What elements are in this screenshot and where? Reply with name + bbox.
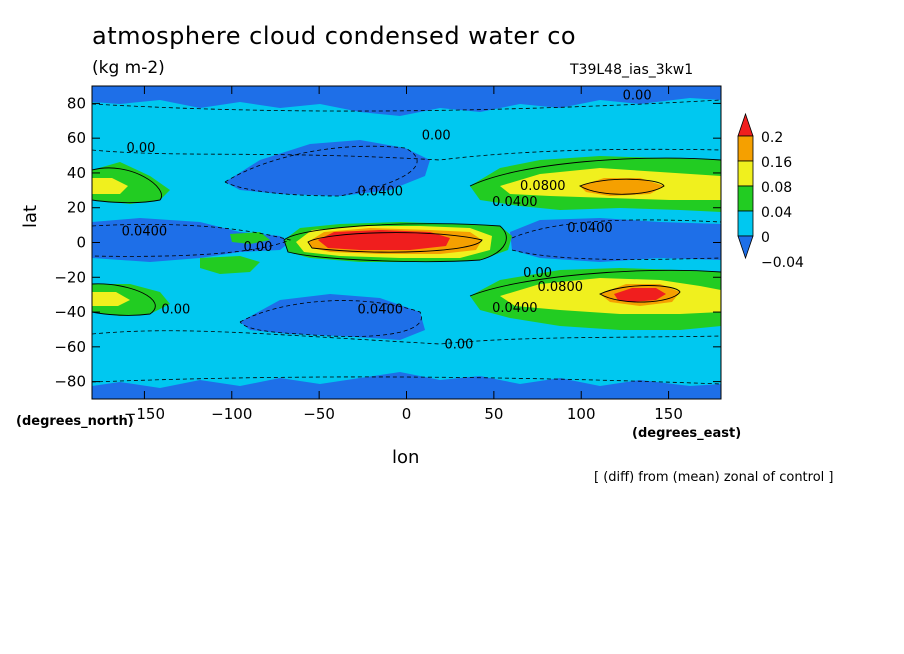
contour-label: 0.0400 (358, 303, 404, 318)
y-axis-unit-label: (degrees_north) (16, 414, 134, 429)
x-tick-label: −100 (211, 405, 252, 423)
y-axis-label: lat (20, 204, 41, 228)
x-axis-label: lon (392, 447, 420, 468)
contour-region-central-red (318, 230, 450, 250)
contour-label: 0.0400 (358, 184, 404, 199)
contour-label: 0.0800 (520, 179, 566, 194)
y-tick-label: 80 (67, 94, 86, 112)
colorbar-label: −0.04 (761, 255, 804, 271)
contour-region-ne-yellow (500, 168, 721, 200)
x-tick-label: 100 (567, 405, 596, 423)
contour-region-south-polar (92, 372, 721, 399)
colorbar-cell (737, 135, 754, 162)
contour-region-west-south-green (92, 284, 170, 316)
contour-region-west-south-yellow (92, 292, 130, 306)
chart-units: (kg m-2) (92, 58, 165, 78)
contour-label: 0.00 (161, 303, 190, 318)
contour-region-central-green (284, 222, 512, 262)
colorbar: 0.2 0.16 0.08 0.04 0 −0.04 (737, 112, 804, 271)
contour-region-patch-1 (200, 256, 260, 274)
field-background (92, 86, 721, 399)
contour-lines-positive (92, 157, 721, 316)
contour-label: 0.00 (422, 129, 451, 144)
contour-label: 0.00 (444, 337, 473, 352)
x-axis-unit-label: (degrees_east) (632, 426, 742, 441)
contour-label: 0.0800 (538, 280, 584, 295)
contour-field (92, 86, 721, 399)
contour-region-ne-orange (580, 178, 664, 196)
colorbar-cell-bottom (737, 235, 754, 260)
contour-region-patch-2 (230, 232, 270, 244)
x-tick-label: 0 (402, 405, 412, 423)
contour-lines-negative (92, 99, 721, 385)
colorbar-label: 0.16 (761, 155, 792, 171)
contour-label: 0.00 (126, 141, 155, 156)
contour-region-se-orange (600, 284, 680, 306)
contour-region-equatorial-west (92, 218, 290, 262)
x-axis-ticks: −150 −100 −50 0 50 100 150 (124, 86, 683, 423)
contour-region-south-subtropics (240, 294, 425, 340)
colorbar-cell (737, 210, 754, 237)
y-tick-label: 20 (67, 199, 86, 217)
contour-region-north-subtropics (225, 140, 430, 196)
colorbar-label: 0 (761, 230, 770, 246)
contour-region-central-orange (308, 228, 482, 254)
y-tick-label: 40 (67, 164, 86, 182)
y-tick-label: −80 (54, 373, 86, 391)
colorbar-label: 0.04 (761, 205, 792, 221)
y-tick-label: −60 (54, 338, 86, 356)
contour-region-central-yellow (296, 226, 492, 258)
colorbar-cell (737, 185, 754, 212)
run-id: T39L48_ias_3kw1 (570, 62, 694, 78)
contour-label: 0.00 (623, 89, 652, 104)
x-tick-label: 50 (484, 405, 503, 423)
contour-region-equatorial-east (510, 218, 721, 262)
contour-label: 0.00 (244, 240, 273, 255)
contour-label: 0.0400 (492, 301, 538, 316)
contour-label: 0.0400 (122, 224, 168, 239)
contour-region-se-yellow (500, 278, 721, 314)
chart-title: atmosphere cloud condensed water co (92, 22, 577, 50)
contour-region-north-polar (92, 86, 721, 116)
y-tick-label: 0 (76, 234, 86, 252)
colorbar-label: 0.08 (761, 180, 792, 196)
y-tick-label: −40 (54, 303, 86, 321)
contour-region-west-north-green (92, 162, 170, 204)
contour-region-se-red (614, 288, 666, 302)
y-axis-ticks: 80 60 40 20 0 −20 −40 −60 −80 (54, 94, 721, 391)
contour-region-west-north-yellow (92, 178, 128, 194)
colorbar-label: 0.2 (761, 130, 783, 146)
plot-frame (91, 85, 722, 400)
contour-region-ne-green (470, 156, 721, 212)
contour-label: 0.00 (523, 266, 552, 281)
contour-region-se-green (470, 268, 721, 330)
y-tick-label: −20 (54, 268, 86, 286)
x-tick-label: −50 (303, 405, 335, 423)
colorbar-cell (737, 160, 754, 187)
x-tick-label: 150 (654, 405, 683, 423)
y-tick-label: 60 (67, 129, 86, 147)
chart-footnote: [ (diff) from (mean) zonal of control ] (594, 470, 834, 485)
colorbar-cell-top (737, 112, 754, 137)
contour-label: 0.0400 (492, 195, 538, 210)
contour-label: 0.0400 (567, 221, 613, 236)
